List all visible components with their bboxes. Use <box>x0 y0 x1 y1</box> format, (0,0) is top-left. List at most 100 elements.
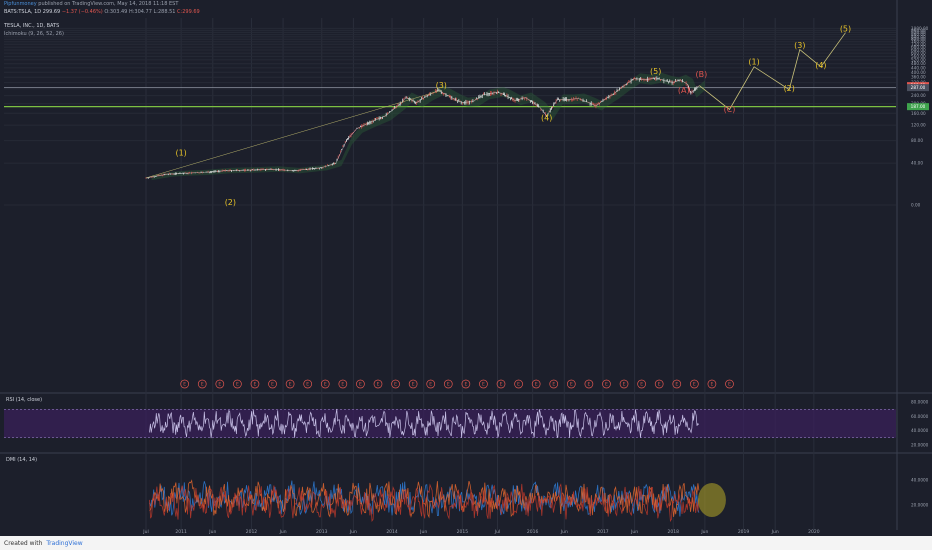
earnings-marker <box>707 379 717 389</box>
earnings-marker-label: E <box>447 382 450 388</box>
earnings-marker-label: E <box>359 382 362 388</box>
earnings-marker <box>479 379 488 389</box>
author-link[interactable]: Pipfunmoney <box>4 1 37 7</box>
x-tick-label: 2011 <box>175 529 187 535</box>
y-tick-label: 560.00 <box>911 54 926 59</box>
earnings-marker <box>408 379 418 389</box>
earnings-marker-label: E <box>236 382 239 388</box>
x-tick-label: Jun <box>700 529 708 535</box>
correction-wave-label: (C) <box>724 105 736 114</box>
x-tick-label: Jun <box>771 529 779 535</box>
price-badge <box>907 103 929 111</box>
y-tick-label: 160.00 <box>911 111 926 116</box>
earnings-marker-label: E <box>254 382 257 388</box>
wave-label: (2) <box>225 198 236 207</box>
price-badge-label: 287.00 <box>911 85 926 90</box>
x-tick-label: 2012 <box>246 529 258 535</box>
ohlc-open: O:303.49 <box>104 9 128 15</box>
chart-canvas: Jul 2011 Jun 2012 Jun 2013 Jun 2014 Jun 2015 Jul 20… <box>0 0 932 535</box>
wave-label: (4) <box>815 61 826 70</box>
y-tick-label: 40.00 <box>911 161 923 166</box>
earnings-marker-label: E <box>306 382 309 388</box>
earnings-marker <box>215 379 225 389</box>
rsi-line <box>149 408 699 439</box>
earnings-marker-label: E <box>552 382 555 388</box>
dmi-line <box>149 479 700 519</box>
earnings-marker <box>602 379 611 389</box>
earnings-marker <box>531 379 541 389</box>
earnings-marker <box>672 379 682 389</box>
price-change: −1.37 (−0.46%) <box>61 9 103 15</box>
earnings-marker-label: E <box>183 382 186 388</box>
tradingview-logo[interactable]: TradingView <box>46 539 83 547</box>
earnings-marker-label: E <box>218 382 221 388</box>
earnings-marker-label: E <box>570 382 573 388</box>
earnings-marker-label: E <box>535 382 538 388</box>
earnings-marker-label: E <box>429 382 432 388</box>
earnings-marker <box>637 379 646 389</box>
x-tick-label: Jun <box>560 529 568 535</box>
x-tick-label: 2016 <box>527 529 539 535</box>
earnings-marker <box>514 379 523 389</box>
earnings-marker-label: E <box>675 382 678 388</box>
earnings-marker-label: E <box>377 382 380 388</box>
x-tick-label: Jul <box>142 529 148 535</box>
x-tick-label: Jun <box>349 529 357 535</box>
earnings-marker-label: E <box>693 382 696 388</box>
rsi-tick-label: 60.0000 <box>911 414 929 419</box>
earnings-marker <box>654 379 664 389</box>
y-tick-label: 520.00 <box>911 57 926 62</box>
ohlc-close: C:299.69 <box>177 9 200 15</box>
earnings-marker <box>356 379 365 389</box>
x-tick-label: Jul <box>494 529 500 535</box>
y-tick-label: 0.00 <box>911 202 921 207</box>
earnings-marker-label: E <box>289 382 292 388</box>
y-tick-label: 640.00 <box>911 47 926 52</box>
dmi-title: DMI (14, 14) <box>6 457 37 463</box>
earnings-marker-label: E <box>710 382 713 388</box>
earnings-marker-label: E <box>412 382 415 388</box>
rsi-tick-label: 20.0000 <box>911 442 929 447</box>
correction-wave-label: (B) <box>696 70 708 79</box>
earnings-marker <box>549 379 559 389</box>
x-tick-label: Jun <box>419 529 427 535</box>
earnings-marker-label: E <box>517 382 520 388</box>
earnings-marker <box>338 379 348 389</box>
x-tick-label: 2018 <box>668 529 680 535</box>
symbol-label: BATS:TSLA, 1D <box>4 9 42 15</box>
y-tick-label: 920.00 <box>911 30 926 35</box>
ohlc-high: H:304.77 <box>128 9 152 15</box>
earnings-marker <box>619 379 629 389</box>
earnings-marker <box>426 379 436 389</box>
rsi-tick-label: 40.0000 <box>911 428 929 433</box>
earnings-marker <box>320 379 330 389</box>
x-tick-label: 2014 <box>386 529 398 535</box>
earnings-marker-label: E <box>201 382 204 388</box>
earnings-marker-label: E <box>341 382 344 388</box>
y-tick-label: 400.00 <box>911 70 926 75</box>
earnings-marker-label: E <box>482 382 485 388</box>
x-tick-label: 2015 <box>457 529 469 535</box>
earnings-marker <box>443 379 453 389</box>
price-line <box>145 77 700 179</box>
earnings-marker <box>233 379 242 389</box>
footer-bar: Created with TradingView <box>0 536 932 550</box>
earnings-marker <box>285 379 295 389</box>
wave-label: (3) <box>794 41 805 50</box>
wave-label: (5) <box>840 24 851 33</box>
y-tick-label: 680.00 <box>911 45 926 50</box>
earnings-marker <box>461 379 471 389</box>
ohlc-low: L:288.51 <box>153 9 176 15</box>
earnings-marker <box>250 379 260 389</box>
earnings-marker-label: E <box>464 382 467 388</box>
x-tick-label: 2017 <box>597 529 609 535</box>
y-tick-label: 240.00 <box>911 93 926 98</box>
earnings-marker <box>197 379 207 389</box>
y-tick-label: 840.00 <box>911 34 926 39</box>
dmi-tick-label: 40.0000 <box>911 478 929 483</box>
earnings-marker-label: E <box>640 382 643 388</box>
earnings-marker-label: E <box>587 382 590 388</box>
earnings-marker <box>566 379 576 389</box>
rsi-tick-label: 80.0000 <box>911 400 929 405</box>
earnings-marker-label: E <box>271 382 274 388</box>
